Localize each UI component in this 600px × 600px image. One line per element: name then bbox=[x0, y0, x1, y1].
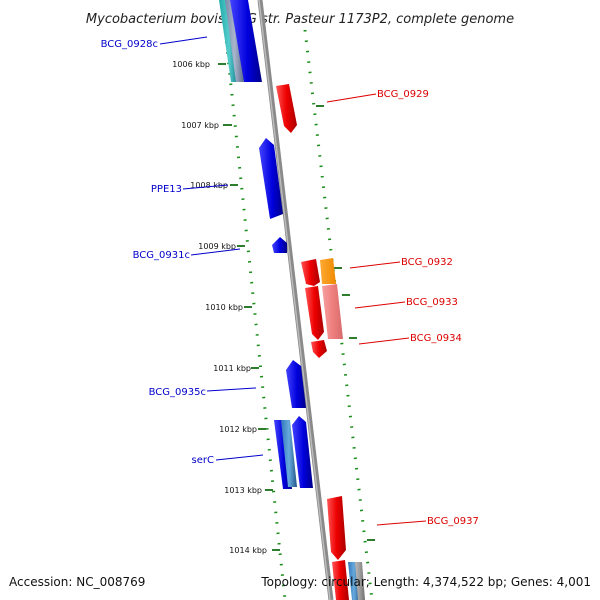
gene-bcg-0932-group[interactable] bbox=[301, 258, 336, 286]
ruler-label-1008: 1008 kbp bbox=[190, 181, 228, 190]
feature-cluster-bottom[interactable] bbox=[332, 560, 365, 600]
gene-bcg-0937-arrow[interactable] bbox=[327, 496, 346, 560]
gene-label-bcg-0931c[interactable]: BCG_0931c bbox=[133, 250, 190, 261]
ruler-label-1012: 1012 kbp bbox=[219, 425, 257, 434]
ruler-ticks bbox=[218, 63, 280, 551]
accession-text: Accession: NC_008769 bbox=[9, 575, 145, 589]
gene-serc-cluster[interactable] bbox=[274, 416, 313, 489]
gc-track-left bbox=[220, 0, 287, 600]
gene-label-bcg-0937[interactable]: BCG_0937 bbox=[427, 516, 479, 527]
ruler-label-1007: 1007 kbp bbox=[181, 121, 219, 130]
gene-label-bcg-0934[interactable]: BCG_0934 bbox=[410, 333, 462, 344]
ruler-label-1009: 1009 kbp bbox=[198, 242, 236, 251]
ruler-label-1006: 1006 kbp bbox=[172, 60, 210, 69]
gene-bcg-0931c-arrow[interactable] bbox=[272, 237, 287, 253]
gene-label-bcg-0929[interactable]: BCG_0929 bbox=[377, 89, 429, 100]
ruler-label-1014: 1014 kbp bbox=[229, 546, 267, 555]
label-connectors-minus bbox=[159, 36, 264, 461]
gene-label-serc[interactable]: serC bbox=[192, 455, 214, 466]
gene-bcg-0933-group[interactable] bbox=[305, 284, 343, 340]
gene-label-bcg-0933[interactable]: BCG_0933 bbox=[406, 297, 458, 308]
gc-track-right bbox=[303, 29, 374, 600]
gene-label-ppe13[interactable]: PPE13 bbox=[151, 184, 182, 195]
gene-label-bcg-0928c[interactable]: BCG_0928c bbox=[101, 39, 158, 50]
gene-label-bcg-0932[interactable]: BCG_0932 bbox=[401, 257, 453, 268]
topology-text: Topology: circular; Length: 4,374,522 bp… bbox=[260, 575, 591, 589]
genome-backbone bbox=[257, 0, 334, 600]
map-title: Mycobacterium bovis BCG str. Pasteur 117… bbox=[86, 12, 514, 27]
ruler-label-1013: 1013 kbp bbox=[224, 486, 262, 495]
gc-minor-ticks bbox=[316, 105, 375, 541]
genome-backbone-highlight bbox=[258, 0, 331, 600]
ruler-labels: 1006 kbp 1007 kbp 1008 kbp 1009 kbp 1010… bbox=[172, 60, 267, 555]
gene-bcg-0929-arrow[interactable] bbox=[276, 84, 297, 133]
gene-bcg-0934-arrow[interactable] bbox=[311, 340, 327, 358]
ruler-label-1010: 1010 kbp bbox=[205, 303, 243, 312]
gene-ppe13-arrow[interactable] bbox=[259, 138, 283, 219]
feature-cluster-top[interactable] bbox=[219, 0, 262, 82]
label-connectors-plus bbox=[326, 93, 427, 526]
gene-label-bcg-0935c[interactable]: BCG_0935c bbox=[149, 387, 206, 398]
gene-bcg-0935c-arrow[interactable] bbox=[286, 360, 306, 408]
ruler-label-1011: 1011 kbp bbox=[213, 364, 251, 373]
